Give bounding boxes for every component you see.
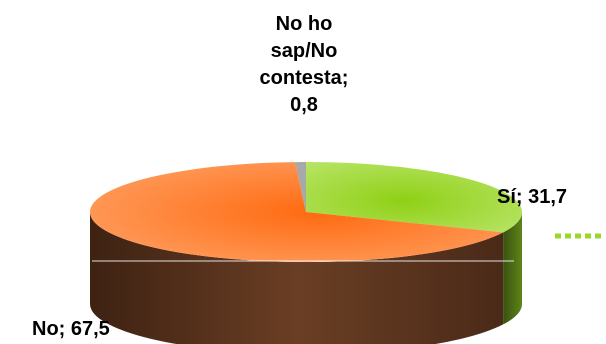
slice-label-no: No; 67,5 [32,318,110,340]
slice-label-nosap-line4: 0,8 [290,94,318,116]
pie-slice-nosap [295,162,306,212]
pie-side-si [503,212,522,325]
pie-slice-no [89,162,504,262]
slice-label-nosap-line2: sap/No [270,40,338,62]
slice-label-si: Sí; 31,7 [497,186,568,208]
pie-side-no [90,212,504,344]
pie-sides [90,212,522,344]
slice-label-nosap-line3: contesta; [259,67,349,89]
pie-tops [89,162,522,262]
pie-slice-si [306,162,522,233]
slice-label-nosap-line1: No ho [275,13,333,35]
slice-label-nosap: No ho sap/No contesta; 0,8 [234,11,374,119]
